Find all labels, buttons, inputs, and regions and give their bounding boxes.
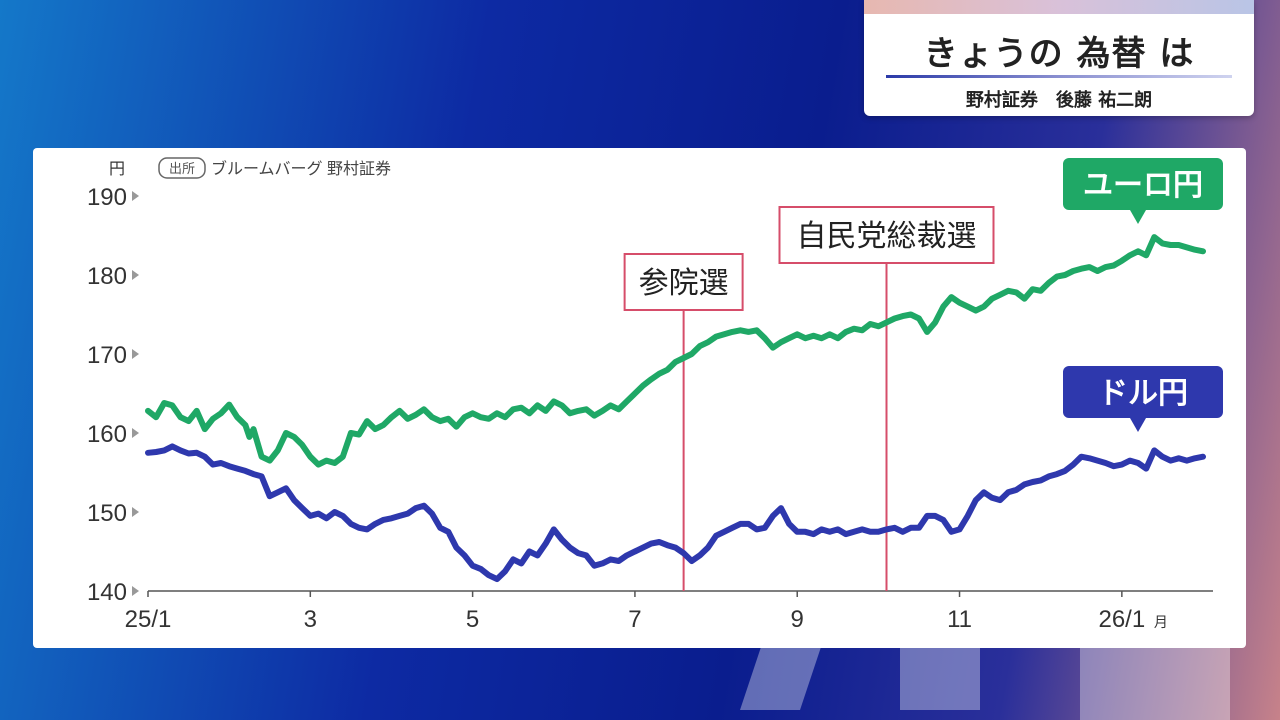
event-markers: 参院選 自民党総裁選 <box>623 206 995 591</box>
y-tick-arrow <box>132 507 139 517</box>
series-line-usdjpy <box>145 443 1206 583</box>
x-tick-label: 26/1 <box>1098 606 1145 633</box>
series-callout-label: ドル円 <box>1098 377 1188 410</box>
y-tick-arrow <box>132 586 139 596</box>
title-underline <box>886 75 1232 78</box>
series-callout: ドル円 <box>1063 366 1223 432</box>
x-tick-label: 9 <box>791 606 804 633</box>
series-callout-pointer <box>1130 210 1146 224</box>
event-marker-box <box>778 206 995 264</box>
series-line-eurjpy <box>145 234 1206 468</box>
y-tick-arrow <box>132 349 139 359</box>
series-callout-box <box>1063 366 1223 418</box>
chart-panel: 円 出所 ブルームバーグ 野村証券 190 180 170 160 150 140 25/… <box>33 148 1246 648</box>
x-tick-label: 3 <box>304 606 317 633</box>
title-card-accent-bar <box>864 0 1254 14</box>
series-callout-box <box>1063 158 1223 210</box>
y-tick-arrow <box>132 270 139 280</box>
x-tick-label: 25/1 <box>125 606 172 633</box>
y-tick-arrow <box>132 428 139 438</box>
event-marker-label: 参院選 <box>639 267 729 300</box>
y-tick-label: 140 <box>87 579 127 606</box>
y-tick-label: 160 <box>87 421 127 448</box>
x-tick-label: 11 <box>947 606 972 633</box>
x-axis: 25/1 3 5 7 9 11 26/1 月 <box>125 590 1213 633</box>
series-callout-pointer <box>1130 418 1146 432</box>
page-title: きょうの 為替 は <box>923 34 1195 74</box>
series-callout-label: ユーロ円 <box>1083 169 1203 202</box>
event-marker-box <box>623 253 744 311</box>
x-tick-label: 7 <box>628 606 641 633</box>
source-tag: 出所 <box>158 157 206 179</box>
event-marker-label: 自民党総裁選 <box>797 220 977 253</box>
series-callout: ユーロ円 <box>1063 158 1223 224</box>
source-text: ブルームバーグ 野村証券 <box>211 159 391 178</box>
y-tick-label: 170 <box>87 342 127 369</box>
y-tick-label: 150 <box>87 500 127 527</box>
y-tick-arrow <box>132 191 139 201</box>
y-axis-unit-label: 円 <box>109 161 125 178</box>
y-tick-label: 190 <box>87 184 127 211</box>
page-subtitle: 野村証券 後藤 祐二朗 <box>965 90 1153 111</box>
x-tick-label: 5 <box>466 606 479 633</box>
x-tick-unit-label: 月 <box>1154 614 1168 630</box>
exchange-rate-chart: 円 出所 ブルームバーグ 野村証券 190 180 170 160 150 140 25/… <box>87 157 1223 633</box>
y-tick-label: 180 <box>87 263 127 290</box>
source-tag-label: 出所 <box>169 161 195 176</box>
title-card: きょうの 為替 は 野村証券 後藤 祐二朗 <box>864 0 1254 116</box>
series-lines <box>145 234 1206 583</box>
y-axis: 190 180 170 160 150 140 <box>87 184 139 606</box>
